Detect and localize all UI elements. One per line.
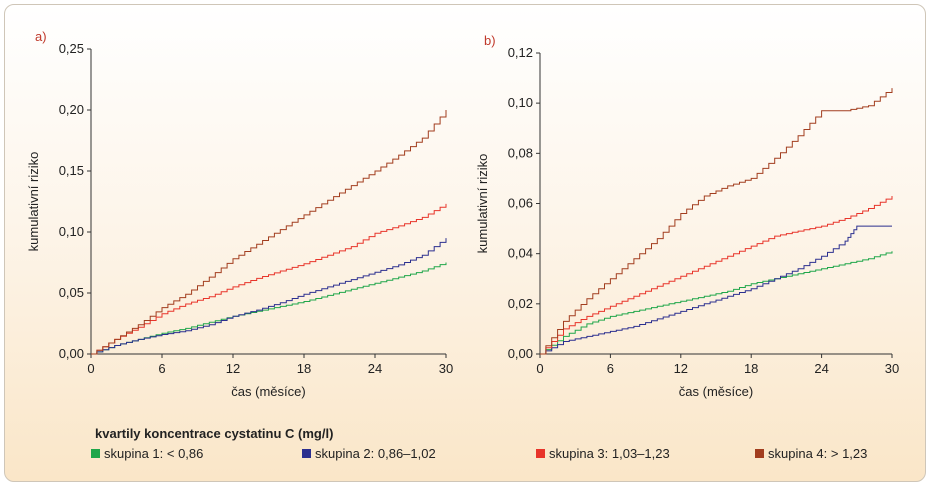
- y-tick-label-b: 0,10: [508, 95, 533, 110]
- x-tick-label-b: 18: [744, 361, 758, 376]
- x-tick-label-b: 12: [674, 361, 688, 376]
- series-line-b-skupina-4: [540, 88, 893, 355]
- y-tick-label-b: 0,12: [508, 45, 533, 60]
- y-tick-label-a: 0,05: [59, 285, 84, 300]
- panel-label-a: a): [35, 29, 47, 44]
- y-tick-label-b: 0,08: [508, 145, 533, 160]
- y-tick-label-a: 0,20: [59, 102, 84, 117]
- x-tick-label-a: 30: [439, 361, 453, 376]
- x-tick-label-a: 18: [297, 361, 311, 376]
- legend-item-skupina-2: skupina 2: 0,86–1,02: [302, 446, 436, 461]
- legend-swatch-skupina-1: [91, 449, 100, 458]
- legend-item-skupina-1: skupina 1: < 0,86: [91, 446, 203, 461]
- figure-panel: 0,00 0,05 0,10 0,15 0,20 0,25 0 6 12 18 24 30 čas (m…: [4, 4, 926, 482]
- legend-swatch-skupina-3: [536, 449, 545, 458]
- legend-title: kvartily koncentrace cystatinu C (mg/l): [95, 426, 334, 441]
- legend-item-skupina-4: skupina 4: > 1,23: [755, 446, 867, 461]
- x-tick-label-a: 6: [158, 361, 165, 376]
- y-tick-label-a: 0,15: [59, 163, 84, 178]
- series-line-b-skupina-2: [540, 225, 892, 355]
- x-tick-label-a: 24: [368, 361, 382, 376]
- x-tick-label-a: 0: [87, 361, 94, 376]
- series-line-b-skupina-3: [540, 196, 893, 355]
- y-tick-label-a: 0,25: [59, 41, 84, 56]
- x-tick-label-b: 0: [536, 361, 543, 376]
- charts-canvas: 0,00 0,05 0,10 0,15 0,20 0,25 0 6 12 18 24 30 čas (m…: [26, 29, 899, 399]
- y-tick-label-b: 0,04: [508, 246, 533, 261]
- x-tick-label-b: 24: [814, 361, 828, 376]
- legend-swatch-skupina-4: [755, 449, 764, 458]
- y-axis-label-a: kumulativní riziko: [26, 152, 41, 252]
- y-axis-label-b: kumulativní riziko: [475, 154, 490, 254]
- x-tick-label-a: 12: [226, 361, 240, 376]
- y-tick-label-a: 0,00: [59, 346, 84, 361]
- series-line-a-skupina-4: [91, 110, 447, 355]
- legend-label-skupina-4: skupina 4: > 1,23: [768, 446, 868, 461]
- x-axis-label-b: čas (měsíce): [679, 384, 753, 399]
- legend-label-skupina-1: skupina 1: < 0,86: [104, 446, 204, 461]
- series-line-a-skupina-2: [91, 238, 447, 355]
- y-tick-label-b: 0,00: [508, 346, 533, 361]
- y-tick-label-b: 0,02: [508, 296, 533, 311]
- legend-label-skupina-2: skupina 2: 0,86–1,02: [315, 446, 436, 461]
- series-line-b-skupina-1: [540, 251, 893, 355]
- y-tick-label-b: 0,06: [508, 196, 533, 211]
- y-tick-label-a: 0,10: [59, 224, 84, 239]
- panel-label-b: b): [484, 33, 496, 48]
- series-line-a-skupina-1: [91, 262, 447, 355]
- legend-label-skupina-3: skupina 3: 1,03–1,23: [549, 446, 670, 461]
- legend-item-skupina-3: skupina 3: 1,03–1,23: [536, 446, 670, 461]
- x-axis-label-a: čas (měsíce): [231, 384, 305, 399]
- legend-swatch-skupina-2: [302, 449, 311, 458]
- x-tick-label-b: 30: [885, 361, 899, 376]
- x-tick-label-b: 6: [607, 361, 614, 376]
